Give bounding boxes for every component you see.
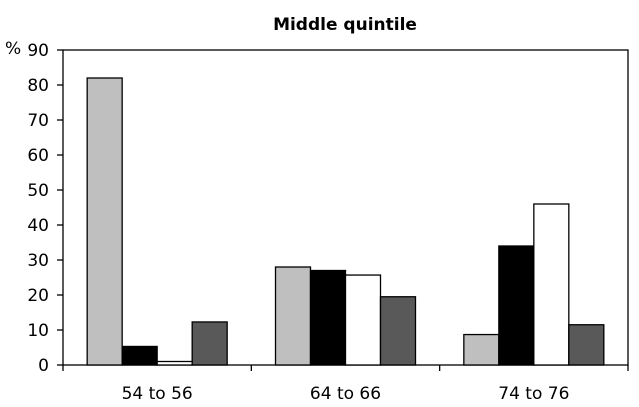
bar [379, 296, 417, 366]
bar [533, 203, 570, 366]
y-tick-label: 60 [27, 146, 49, 166]
bar [309, 269, 347, 366]
y-tick-label: 80 [27, 76, 49, 96]
bar [274, 266, 312, 366]
bar [463, 333, 500, 366]
bar [344, 274, 382, 366]
y-tick-label: 10 [27, 321, 49, 341]
y-tick-label: 40 [27, 216, 49, 236]
bar [156, 360, 193, 366]
x-tick-label: 54 to 56 [122, 384, 193, 404]
bar [121, 345, 158, 366]
bar [498, 245, 535, 366]
bar [86, 77, 123, 366]
y-tick-label: 50 [27, 181, 49, 201]
y-tick-label: 90 [27, 41, 49, 61]
plot-area: 0 10 20 30 40 50 60 70 80 90 54 to 56 64 to 66 74 to… [27, 41, 629, 404]
y-tick-label: 70 [27, 111, 49, 131]
y-tick-label: 20 [27, 286, 49, 306]
y-tick-label: 0 [38, 356, 49, 376]
chart-title: Middle quintile [273, 15, 417, 35]
x-tick-label: 64 to 66 [310, 384, 381, 404]
x-tick-label: 74 to 76 [498, 384, 569, 404]
bar [568, 324, 605, 366]
y-tick-label: 30 [27, 251, 49, 271]
y-axis-unit-label: % [5, 39, 21, 59]
bar [191, 321, 228, 366]
